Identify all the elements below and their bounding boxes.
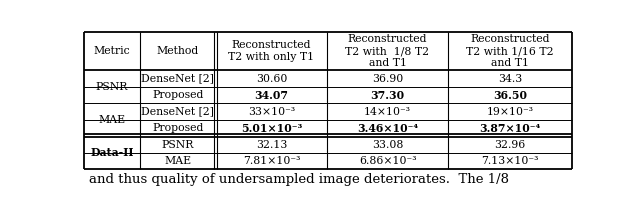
Text: and thus quality of undersampled image deteriorates.  The 1/8: and thus quality of undersampled image d… bbox=[89, 173, 509, 186]
Text: 14×10⁻³: 14×10⁻³ bbox=[364, 106, 411, 117]
Text: 3.87×10⁻⁴: 3.87×10⁻⁴ bbox=[479, 122, 541, 133]
Text: 34.3: 34.3 bbox=[498, 73, 522, 84]
Text: 30.60: 30.60 bbox=[256, 73, 287, 84]
Text: MAE: MAE bbox=[99, 115, 125, 125]
Text: Data-II: Data-II bbox=[90, 147, 134, 158]
Text: 6.86×10⁻³: 6.86×10⁻³ bbox=[359, 156, 416, 166]
Text: 3.46×10⁻⁴: 3.46×10⁻⁴ bbox=[357, 122, 418, 133]
Text: 7.13×10⁻³: 7.13×10⁻³ bbox=[481, 156, 539, 166]
Text: 32.13: 32.13 bbox=[256, 140, 287, 149]
Text: 36.90: 36.90 bbox=[372, 73, 403, 84]
Text: Reconstructed
T2 with only T1: Reconstructed T2 with only T1 bbox=[228, 40, 314, 62]
Text: 37.30: 37.30 bbox=[371, 90, 404, 100]
Text: 7.81×10⁻³: 7.81×10⁻³ bbox=[243, 156, 300, 166]
Text: Method: Method bbox=[157, 46, 199, 56]
Text: 36.50: 36.50 bbox=[493, 90, 527, 100]
Text: DenseNet [2]: DenseNet [2] bbox=[141, 106, 214, 117]
Text: 33.08: 33.08 bbox=[372, 140, 403, 149]
Text: 32.96: 32.96 bbox=[495, 140, 525, 149]
Text: Reconstructed
T2 with 1/16 T2
and T1: Reconstructed T2 with 1/16 T2 and T1 bbox=[466, 34, 554, 68]
Text: 33×10⁻³: 33×10⁻³ bbox=[248, 106, 295, 117]
Text: PSNR: PSNR bbox=[162, 140, 194, 149]
Text: DenseNet [2]: DenseNet [2] bbox=[141, 73, 214, 84]
Text: Metric: Metric bbox=[93, 46, 131, 56]
Text: PSNR: PSNR bbox=[96, 82, 128, 92]
Text: Proposed: Proposed bbox=[152, 90, 204, 100]
Text: 34.07: 34.07 bbox=[254, 90, 289, 100]
Text: Reconstructed
T2 with  1/8 T2
and T1: Reconstructed T2 with 1/8 T2 and T1 bbox=[346, 34, 429, 68]
Text: 5.01×10⁻³: 5.01×10⁻³ bbox=[241, 122, 302, 133]
Text: MAE: MAE bbox=[164, 156, 191, 166]
Text: Proposed: Proposed bbox=[152, 123, 204, 133]
Text: 19×10⁻³: 19×10⁻³ bbox=[486, 106, 534, 117]
